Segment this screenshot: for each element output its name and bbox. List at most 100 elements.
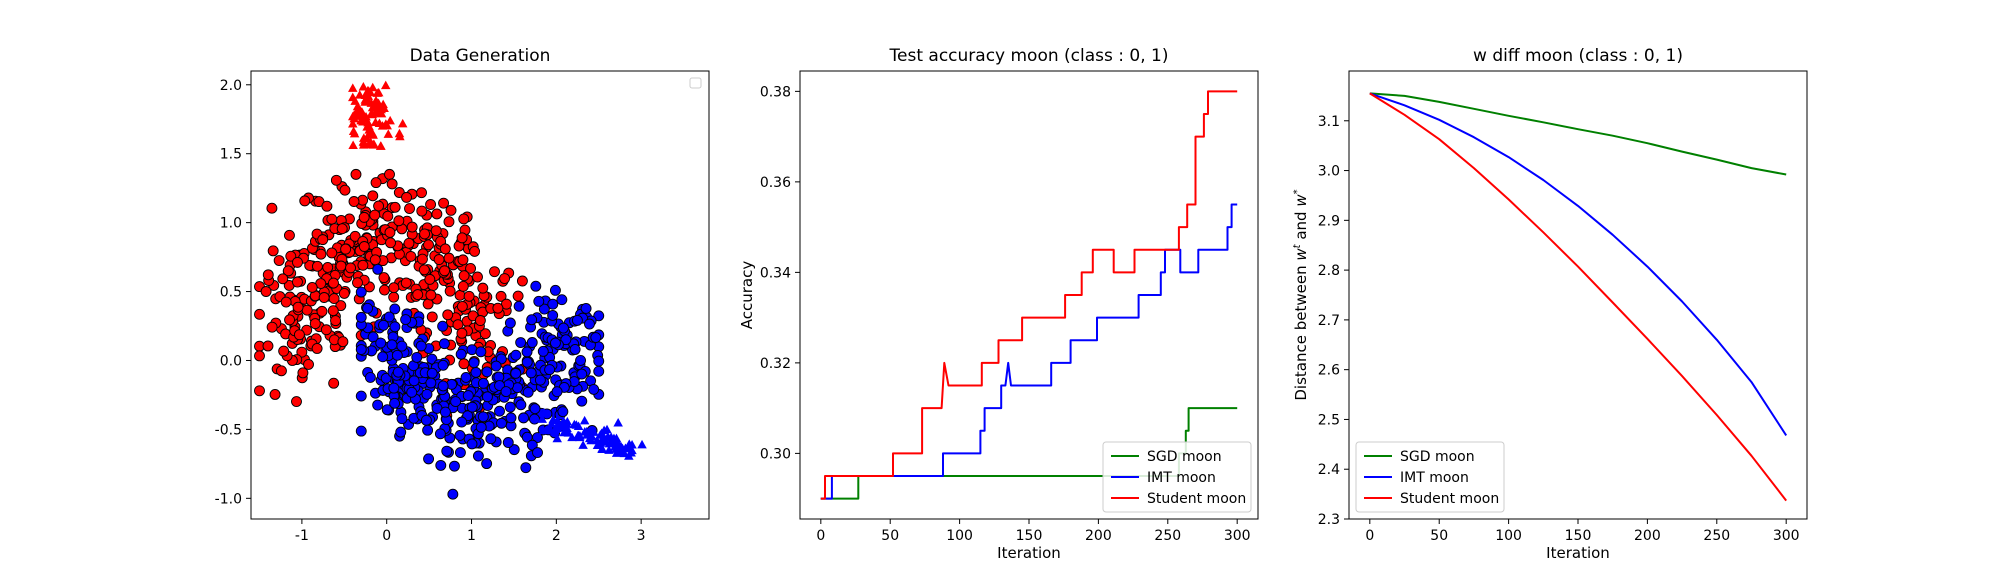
scatter-point [299, 195, 311, 207]
scatter-point [397, 118, 408, 128]
scatter-point [500, 386, 512, 398]
scatter-point [381, 119, 391, 128]
tick-labels: -1 0 1 2 3 -1.0 -0.5 0.0 0.5 1.0 1.5 2.0 [215, 78, 646, 544]
scatter-point [532, 432, 543, 443]
test-accuracy-chart: Test accuracy moon (class : 0, 1) 0 50 100… [738, 46, 1259, 562]
scatter-point [378, 272, 390, 284]
scatter-point [377, 351, 389, 363]
scatter-point [465, 263, 477, 274]
scatter-point [269, 389, 281, 400]
scatter-point [438, 338, 450, 350]
scatter-point [435, 459, 447, 471]
scatter-point [266, 202, 278, 214]
scatter-point [354, 90, 365, 99]
scatter-point [383, 311, 395, 323]
scatter-point [254, 308, 265, 320]
chart-title: Test accuracy moon (class : 0, 1) [889, 46, 1169, 66]
scatter-point [516, 275, 528, 287]
scatter-point [466, 344, 478, 356]
scatter-point [593, 355, 605, 367]
scatter-point [292, 256, 303, 268]
scatter-point [447, 488, 459, 500]
scatter-point [454, 289, 466, 301]
chart-title: Data Generation [410, 46, 551, 66]
scatter-point [456, 232, 468, 244]
scatter-point [599, 432, 609, 441]
scatter-point [415, 340, 427, 352]
scatter-point [456, 416, 468, 428]
y-tick-label: 0.30 [760, 446, 791, 462]
legend-label: Student moon [1147, 491, 1246, 507]
scatter-point [425, 377, 437, 389]
scatter-point [419, 228, 431, 240]
scatter-point [260, 286, 272, 297]
scatter-point [350, 168, 362, 180]
series-line [820, 203, 1238, 500]
scatter-point [403, 237, 415, 249]
x-tick-label: 50 [881, 528, 899, 544]
scatter-point [349, 230, 361, 242]
scatter-point [552, 433, 562, 443]
scatter-point [472, 271, 483, 283]
x-tick-label: 50 [1430, 528, 1448, 544]
legend-label: SGD moon [1400, 449, 1475, 465]
scatter-point [481, 366, 493, 378]
line-marks [820, 90, 1238, 500]
y-tick-label: 2.8 [1318, 263, 1340, 279]
scatter-point [437, 359, 449, 371]
scatter-point [442, 309, 454, 321]
scatter-point [458, 358, 470, 370]
scatter-point [389, 201, 401, 213]
scatter-point [384, 168, 395, 180]
scatter-point [466, 438, 478, 450]
scatter-point [303, 358, 314, 370]
y-tick-label: 0.0 [220, 353, 242, 369]
y-tick-label: 2.9 [1318, 213, 1340, 229]
scatter-point [392, 366, 404, 378]
scatter-point [588, 383, 600, 395]
scatter-point [430, 225, 442, 237]
scatter-point [345, 262, 356, 274]
scatter-point [485, 433, 497, 445]
plot-frame [799, 70, 1259, 520]
scatter-point [569, 419, 580, 429]
scatter-point [558, 322, 569, 334]
x-tick-label: 2 [552, 528, 561, 544]
scatter-point [275, 365, 287, 377]
scatter-point [526, 314, 538, 326]
scatter-point [443, 252, 455, 264]
tick-labels: 0 50 100 150 200 250 300 2.3 2.4 2.5 2.6 2.7 2.8 2.9 3… [1318, 114, 1800, 544]
scatter-point [479, 328, 491, 340]
scatter-point [375, 337, 387, 349]
scatter-point [395, 426, 407, 438]
scatter-point [557, 406, 569, 418]
scatter-point [521, 346, 533, 358]
scatter-point [515, 399, 527, 411]
scatter-point [579, 415, 590, 425]
scatter-point [454, 429, 466, 441]
y-tick-label: 2.5 [1318, 412, 1340, 428]
scatter-point [424, 273, 436, 285]
scatter-point [372, 399, 384, 411]
series-line [1369, 92, 1787, 502]
scatter-point [361, 94, 372, 103]
scatter-point [373, 87, 384, 97]
scatter-point [525, 367, 537, 379]
y-tick-label: 2.7 [1318, 313, 1340, 329]
legend-label: IMT moon [1400, 470, 1469, 486]
y-tick-label: 0.38 [760, 84, 791, 100]
scatter-point [423, 239, 434, 251]
scatter-point [539, 407, 549, 417]
y-tick-label: 0.32 [760, 356, 791, 372]
scatter-point [296, 346, 308, 358]
scatter-point [468, 357, 480, 369]
scatter-point [558, 416, 569, 425]
legend-box [1102, 441, 1252, 513]
scatter-point [538, 303, 550, 315]
scatter-point [510, 349, 522, 361]
scatter-point [450, 396, 462, 408]
scatter-point [637, 439, 647, 449]
legend-box [689, 77, 702, 89]
scatter-point [426, 367, 438, 379]
scatter-point [385, 115, 395, 125]
